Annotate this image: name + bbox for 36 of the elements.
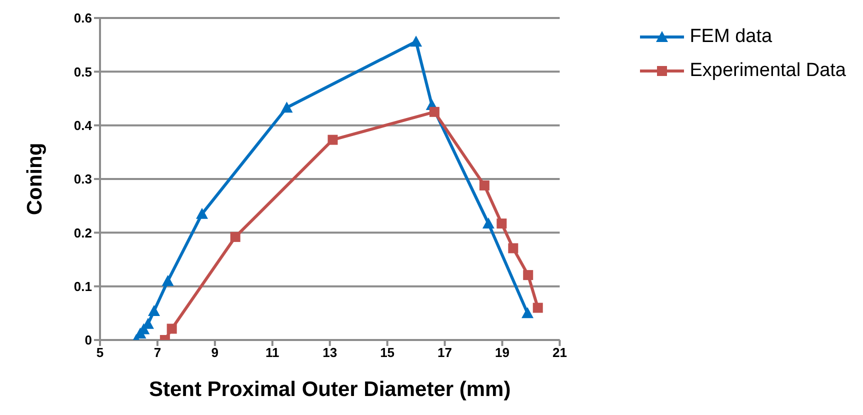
x-tick-label: 9 [211, 345, 219, 360]
legend-label: Experimental Data [690, 59, 846, 83]
x-tick-label: 7 [154, 345, 162, 360]
point [148, 305, 160, 316]
y-tick-label: 0.6 [74, 10, 92, 26]
legend-label: FEM data [690, 25, 772, 49]
point [496, 218, 507, 229]
y-tick-label: 0.2 [74, 225, 92, 240]
point [230, 232, 240, 242]
x-tick-label: 19 [495, 345, 510, 360]
x-axis-title: Stent Proximal Outer Diameter (mm) [148, 378, 511, 401]
point [280, 102, 293, 113]
point [162, 274, 174, 286]
point [166, 324, 177, 334]
y-tick-label: 0.5 [74, 64, 92, 80]
y-tick-label: 0.4 [74, 118, 93, 133]
point [328, 134, 338, 145]
point [196, 208, 208, 219]
point [523, 270, 534, 280]
x-tick-label: 11 [266, 345, 280, 360]
x-tick-label: 15 [380, 345, 395, 360]
point [482, 218, 494, 229]
y-tick-label: 0 [84, 332, 92, 348]
point [429, 106, 440, 117]
x-tick-label: 13 [322, 345, 338, 360]
point [522, 307, 534, 318]
y-tick-label: 0.3 [74, 172, 92, 187]
point [508, 243, 518, 254]
point [479, 180, 490, 190]
x-tick-label: 17 [438, 345, 452, 360]
point [410, 36, 422, 47]
y-axis-title: Coning [23, 142, 46, 216]
y-tick-label: 0.1 [74, 278, 92, 294]
x-tick-label: 21 [552, 345, 567, 360]
x-tick-label: 5 [96, 345, 104, 360]
point [532, 302, 543, 313]
